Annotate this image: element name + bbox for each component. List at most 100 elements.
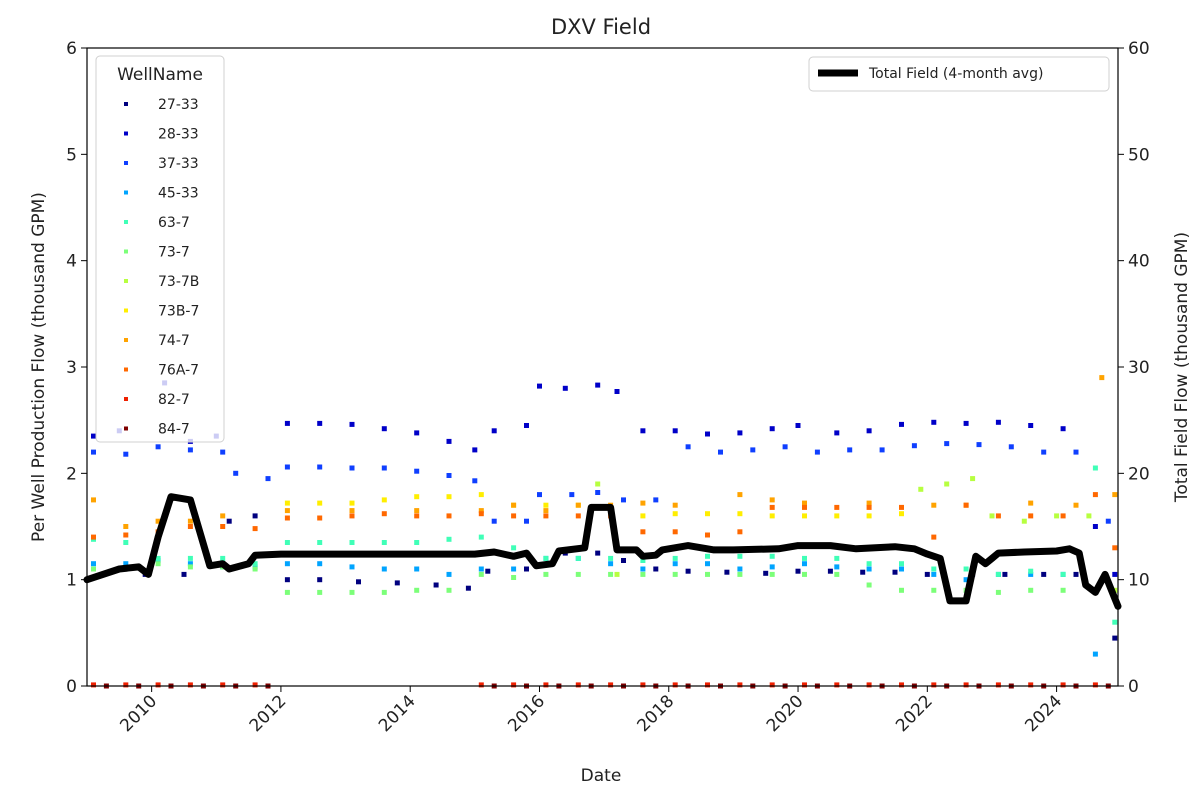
point-74-7-9 — [511, 502, 517, 508]
point-76A-7-0 — [91, 534, 96, 540]
x-axis-title: Date — [581, 766, 622, 786]
point-74-7-15 — [737, 492, 743, 498]
point-27-33-22 — [860, 569, 866, 575]
y-tick-label-right-0: 0 — [1128, 677, 1139, 697]
point-73-7-7 — [317, 589, 323, 595]
legend-label-73-7B: 73-7B — [158, 274, 199, 290]
point-63-7-19 — [705, 553, 710, 559]
point-82-7-13 — [705, 682, 710, 688]
y-tick-label-left-4: 4 — [66, 252, 77, 272]
point-82-7-12 — [672, 682, 678, 688]
point-73-7-11 — [446, 587, 452, 593]
point-63-7-2 — [155, 555, 161, 561]
point-73-7-2 — [155, 561, 161, 567]
point-73B-7-1 — [317, 500, 323, 506]
legend-marker-73-7B — [124, 279, 128, 283]
point-63-7-22 — [802, 555, 807, 561]
point-37-33-13 — [472, 478, 478, 484]
point-45-33-27 — [963, 577, 969, 583]
legend-label-73-7: 73-7 — [158, 245, 190, 261]
point-63-7-31 — [1092, 465, 1098, 471]
point-82-7-4 — [220, 682, 226, 688]
legend-label-74-7: 74-7 — [158, 333, 190, 349]
point-73-7-8 — [349, 589, 355, 595]
point-37-33-26 — [847, 447, 853, 453]
point-82-7-1 — [123, 682, 129, 688]
point-74-7-3 — [187, 518, 193, 524]
point-76A-7-26 — [931, 534, 937, 540]
point-37-33-6 — [265, 476, 271, 482]
point-28-33-8 — [381, 426, 387, 432]
point-27-33-21 — [827, 568, 833, 574]
point-27-33-8 — [394, 580, 400, 586]
point-74-7-19 — [931, 502, 937, 508]
point-45-33-11 — [446, 571, 452, 577]
point-73-7B-8 — [1086, 513, 1092, 519]
point-63-7-21 — [769, 553, 775, 559]
point-45-33-1 — [123, 561, 129, 567]
point-37-33-9 — [349, 465, 355, 471]
y-tick-label-left-3: 3 — [66, 358, 77, 378]
point-28-33-16 — [595, 382, 601, 388]
point-45-33-12 — [478, 566, 484, 572]
point-76A-7-9 — [381, 511, 387, 517]
point-76A-7-18 — [672, 529, 678, 535]
point-37-33-18 — [595, 490, 601, 495]
point-76A-7-17 — [640, 529, 646, 535]
point-74-7-6 — [349, 508, 355, 514]
point-37-33-30 — [976, 442, 982, 448]
point-28-33-25 — [866, 428, 872, 434]
point-27-33-6 — [317, 577, 323, 583]
point-73-7-25 — [899, 587, 904, 593]
point-73-7B-0 — [595, 481, 601, 487]
point-27-33-24 — [924, 571, 930, 577]
point-73-7-28 — [995, 589, 1001, 595]
point-82-7-23 — [1028, 682, 1034, 688]
point-73-7B-3 — [944, 481, 950, 487]
point-76A-7-23 — [834, 504, 840, 510]
point-73B-7-2 — [349, 500, 355, 506]
point-82-7-22 — [995, 682, 1001, 688]
x-tick-label-2020: 2020 — [763, 691, 808, 736]
point-63-7-32 — [1112, 619, 1118, 625]
point-28-33-12 — [491, 428, 497, 434]
point-63-7-24 — [866, 561, 872, 567]
x-tick-label-2022: 2022 — [892, 691, 937, 736]
y-tick-label-left-1: 1 — [66, 571, 77, 591]
point-37-33-19 — [621, 497, 626, 503]
point-73-7-14 — [543, 571, 549, 577]
point-28-33-33 — [1112, 571, 1118, 577]
point-27-33-11 — [485, 568, 491, 574]
point-28-33-15 — [562, 385, 568, 391]
point-76A-7-4 — [220, 524, 226, 529]
point-73-7-5 — [252, 566, 258, 572]
point-73-7-13 — [511, 575, 517, 580]
point-76A-7-12 — [478, 511, 484, 517]
point-82-7-15 — [769, 682, 775, 688]
point-73-7-16 — [608, 571, 614, 577]
point-76A-7-6 — [284, 515, 290, 521]
point-73-7B-5 — [989, 513, 995, 519]
point-73B-7-11 — [640, 513, 646, 519]
point-27-33-15 — [621, 558, 626, 563]
y-axis-title-left: Per Well Production Flow (thousand GPM) — [29, 192, 49, 542]
legend-marker-37-33 — [124, 161, 128, 165]
legend-title: WellName — [117, 65, 203, 85]
point-63-7-18 — [672, 555, 678, 561]
point-63-7-8 — [349, 540, 355, 545]
point-73B-7-8 — [543, 502, 549, 508]
point-63-7-13 — [511, 545, 517, 551]
point-73-7-3 — [187, 564, 193, 570]
legend-marker-84-7 — [124, 426, 128, 431]
point-37-33-24 — [782, 444, 788, 450]
point-28-33-14 — [537, 383, 542, 389]
point-28-33-0 — [91, 433, 96, 439]
point-28-33-10 — [446, 438, 452, 444]
legend-marker-73-7 — [124, 249, 128, 254]
point-27-33-9 — [433, 582, 439, 588]
point-28-33-23 — [795, 423, 801, 428]
point-73-7-30 — [1060, 587, 1066, 593]
scatter-points — [91, 375, 1118, 689]
point-63-7-9 — [381, 540, 387, 545]
point-76A-7-7 — [317, 515, 323, 521]
